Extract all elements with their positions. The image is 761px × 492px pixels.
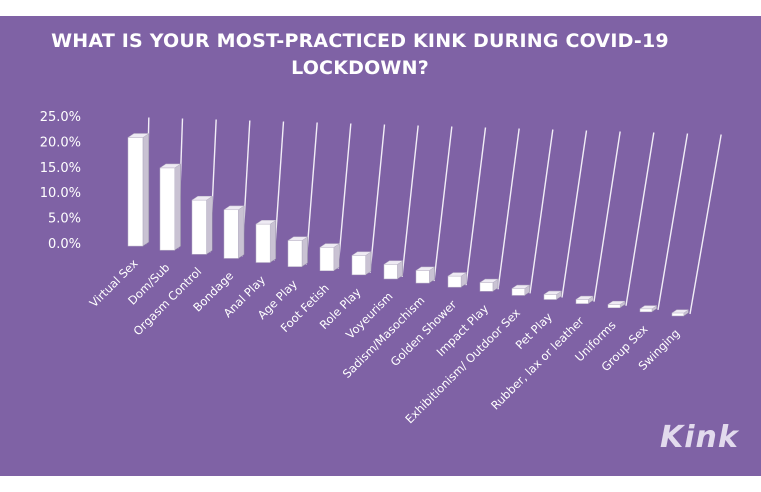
bar <box>479 278 499 292</box>
kink-logo: Kink <box>660 420 739 455</box>
bar <box>319 243 341 272</box>
bar <box>255 219 277 263</box>
bar <box>607 300 626 309</box>
bar <box>191 195 214 255</box>
bar <box>159 163 182 251</box>
bar <box>127 133 150 247</box>
grid-line <box>401 125 419 278</box>
grid-line <box>593 131 621 302</box>
bar <box>543 290 563 300</box>
grid-line <box>689 134 722 315</box>
bar <box>511 284 531 296</box>
y-tick-label: 20.0% <box>40 135 81 150</box>
grid-line <box>337 123 352 269</box>
bar <box>671 309 690 317</box>
bar <box>287 236 309 268</box>
grid-line <box>561 130 588 298</box>
bar <box>415 266 436 284</box>
grid-line <box>497 128 520 290</box>
bars <box>127 133 690 317</box>
grid-line <box>625 132 655 306</box>
y-tick-label: 25.0% <box>40 110 81 125</box>
y-tick-label: 5.0% <box>48 212 81 227</box>
chart-background <box>0 16 761 476</box>
grid-line <box>465 127 487 286</box>
bar <box>575 295 595 305</box>
bar <box>447 272 468 288</box>
grid-lines <box>145 117 722 315</box>
bar <box>383 260 404 280</box>
y-tick-label: 0.0% <box>48 237 81 252</box>
bar <box>223 205 245 259</box>
grid-line <box>305 122 318 265</box>
y-tick-label: 10.0% <box>40 186 81 201</box>
bar <box>639 305 658 313</box>
chart-title: WHAT IS YOUR MOST-PRACTICED KINK DURING … <box>51 30 669 79</box>
bar <box>351 251 372 276</box>
grid-line <box>657 133 689 310</box>
grid-line <box>433 126 453 282</box>
y-tick-label: 15.0% <box>40 161 81 176</box>
grid-line <box>369 124 386 273</box>
y-axis: 25.0% 20.0% 15.0% 10.0% 5.0% 0.0% <box>40 110 81 252</box>
grid-line <box>529 129 554 294</box>
